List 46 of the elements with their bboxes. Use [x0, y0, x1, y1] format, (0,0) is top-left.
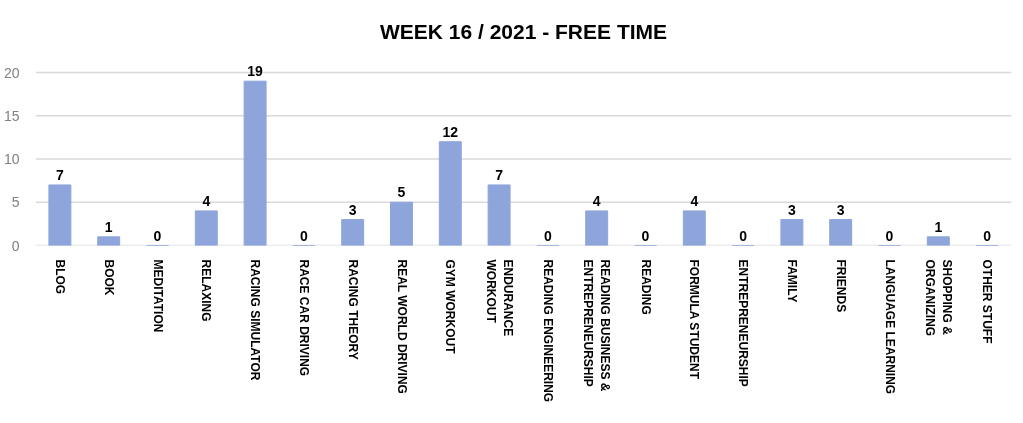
x-tick-label: REAL WORLD DRIVING — [394, 259, 409, 394]
x-tick-label: BOOK — [101, 259, 116, 296]
y-tick-label: 10 — [3, 151, 20, 167]
data-label: 1 — [934, 218, 943, 235]
data-label: 0 — [641, 227, 650, 244]
x-tick-label: RACE CAR DRIVING — [296, 259, 311, 377]
data-label: 19 — [247, 63, 264, 80]
data-label: 12 — [442, 123, 459, 140]
data-label: 0 — [885, 227, 894, 244]
x-tick-label: ENTREPRENEURSHIP — [736, 259, 751, 387]
data-label: 7 — [495, 166, 504, 183]
x-tick-label: RELAXING — [199, 259, 214, 322]
data-label: 3 — [348, 201, 357, 218]
x-tick-label: FORMULA STUDENT — [687, 259, 702, 380]
y-tick-label: 20 — [3, 64, 20, 81]
x-tick-label: LANGUAGE LEARNING — [882, 259, 897, 395]
x-tick-label: READING BUSINESS & ENTREPRENEURSHIP — [581, 259, 613, 392]
x-tick-label: FAMILY — [784, 259, 799, 303]
y-tick-label: 5 — [11, 194, 20, 211]
data-label: 0 — [739, 227, 748, 244]
x-tick-label: FRIENDS — [833, 259, 848, 313]
data-label: 3 — [836, 201, 845, 218]
data-label: 1 — [104, 218, 113, 235]
data-label: 4 — [202, 192, 211, 209]
data-label: 7 — [56, 166, 65, 183]
data-label: 0 — [153, 227, 162, 244]
chart-title: WEEK 16 / 2021 - FREE TIME — [379, 19, 668, 43]
x-tick-label: BLOG — [52, 259, 67, 295]
data-label: 0 — [544, 227, 553, 244]
x-tick-label: OTHER STUFF — [980, 259, 995, 344]
data-label: 5 — [397, 184, 406, 201]
data-label: 0 — [300, 227, 309, 244]
data-label: 0 — [983, 227, 992, 244]
x-tick-label: READING ENGINEERING — [540, 259, 555, 403]
y-tick-label: 0 — [11, 237, 20, 254]
x-tick-label: READING — [638, 259, 653, 315]
data-label: 4 — [592, 192, 601, 209]
x-tick-label: GYM WORKOUT — [443, 259, 458, 355]
data-label: 3 — [788, 201, 797, 218]
x-tick-label: SHOPPING & ORGANIZING — [922, 259, 954, 337]
x-tick-label: MEDITATION — [150, 259, 165, 333]
y-tick-label: 15 — [3, 107, 20, 124]
x-tick-label: ENDURANCE WORKOUT — [483, 259, 515, 337]
x-tick-label: RACING SIMULATOR — [248, 259, 263, 381]
x-tick-label: RACING THEORY — [345, 259, 360, 360]
data-label: 4 — [690, 192, 699, 209]
